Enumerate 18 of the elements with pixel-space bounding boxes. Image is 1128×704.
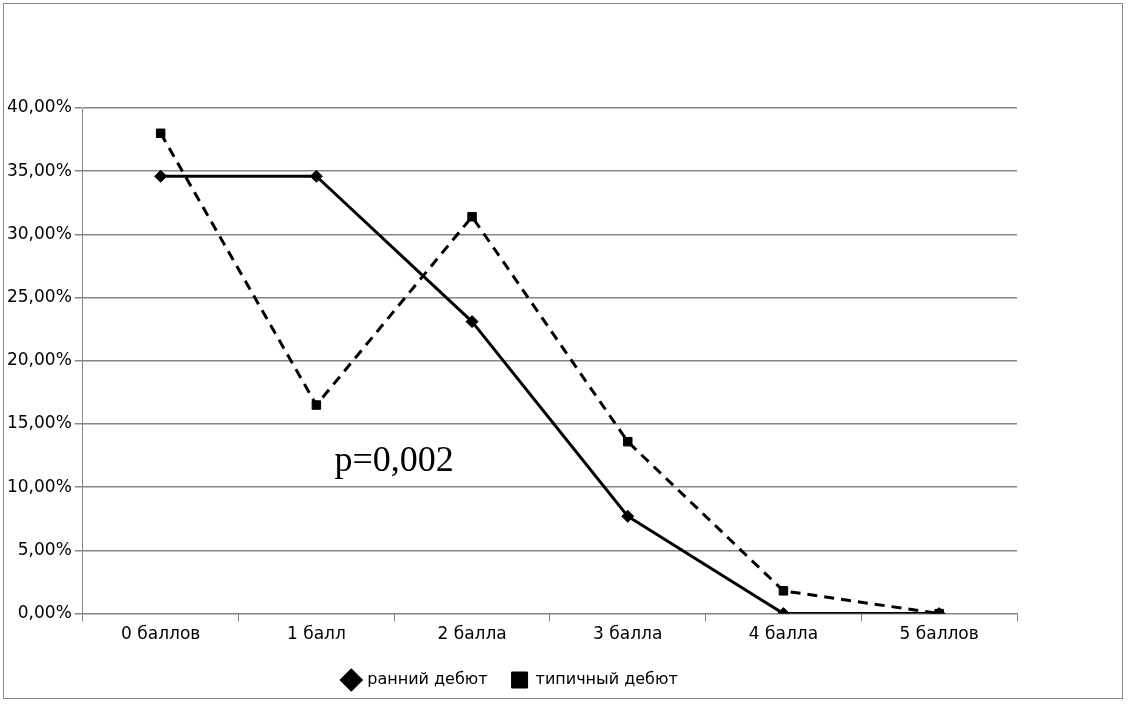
y-tick-label: 35,00% <box>6 159 72 180</box>
annotation: p=0,002 <box>334 439 454 480</box>
legend-label: ранний дебют <box>367 669 488 689</box>
y-tick-label: 30,00% <box>6 222 72 243</box>
legend-label: типичный дебют <box>535 669 678 689</box>
x-tick-label: 3 балла <box>593 623 663 644</box>
x-tick-label: 1 балл <box>286 623 346 644</box>
y-tick-label: 5,00% <box>17 538 72 559</box>
x-tick-label: 0 баллов <box>121 623 201 644</box>
x-tick-label: 5 баллов <box>899 623 979 644</box>
y-tick-label: 10,00% <box>6 475 72 496</box>
x-tick-label: 2 балла <box>437 623 507 644</box>
y-tick-label: 25,00% <box>6 286 72 307</box>
y-tick-label: 15,00% <box>6 412 72 433</box>
y-tick-label: 20,00% <box>6 349 72 370</box>
y-tick-label: 0,00% <box>17 602 72 623</box>
x-tick-label: 4 балла <box>748 623 819 644</box>
y-tick-label: 40,00% <box>6 96 72 117</box>
